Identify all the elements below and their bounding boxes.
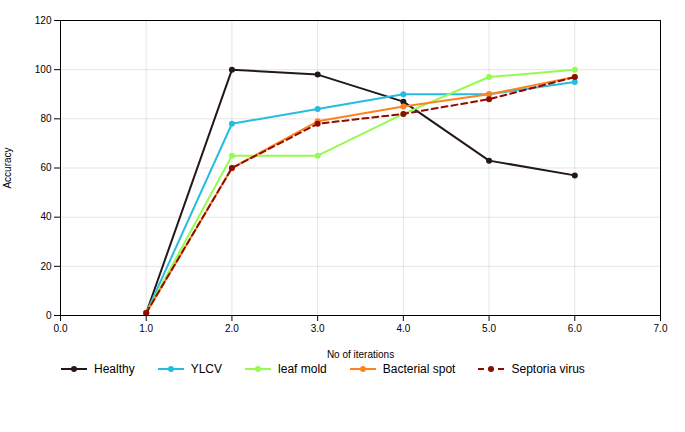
- svg-text:No of iterations: No of iterations: [327, 349, 394, 360]
- svg-text:3.0: 3.0: [311, 323, 325, 334]
- svg-text:1.0: 1.0: [139, 323, 153, 334]
- svg-text:0.0: 0.0: [54, 323, 68, 334]
- svg-text:4.0: 4.0: [396, 323, 410, 334]
- svg-text:80: 80: [40, 113, 52, 124]
- svg-text:0: 0: [46, 310, 52, 321]
- svg-text:5.0: 5.0: [482, 323, 496, 334]
- svg-text:40: 40: [40, 211, 52, 222]
- svg-text:Accuracy: Accuracy: [2, 147, 13, 188]
- svg-text:6.0: 6.0: [568, 323, 582, 334]
- svg-text:20: 20: [40, 261, 52, 272]
- svg-text:100: 100: [35, 64, 52, 75]
- svg-text:2.0: 2.0: [225, 323, 239, 334]
- html-text:leaf mold: leaf mold: [278, 362, 327, 376]
- svg-text:60: 60: [40, 162, 52, 173]
- html-text:YLCV: YLCV: [190, 362, 222, 376]
- html-text:Septoria virus: Septoria virus: [511, 362, 585, 376]
- html-text:Bacterial spot: Bacterial spot: [382, 362, 456, 376]
- svg-text:120: 120: [35, 15, 52, 26]
- svg-text:7.0: 7.0: [654, 323, 668, 334]
- html-text:Healthy: Healthy: [94, 362, 135, 376]
